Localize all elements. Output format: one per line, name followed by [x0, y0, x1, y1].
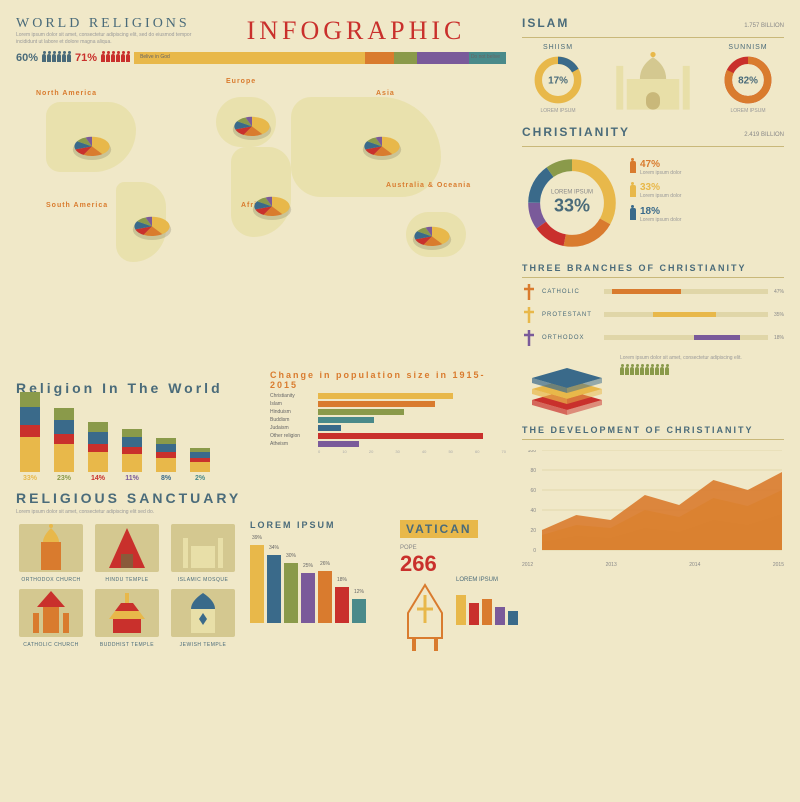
- riw-bar: 14%: [84, 422, 112, 482]
- subtitle: WORLD RELIGIONS: [16, 16, 196, 32]
- vatican-panel: VATICAN POPE 266 LOREM IPSUM: [400, 520, 520, 653]
- region-label: Australia & Oceania: [386, 182, 471, 189]
- riw-bar: 2%: [186, 448, 214, 482]
- sunnism-donut: 82%: [722, 54, 774, 106]
- world-map: North AmericaEuropeAsiaSouth AmericaAfri…: [16, 72, 506, 272]
- mosque-icon: [600, 44, 706, 114]
- hbar-row: Other religion: [270, 433, 506, 439]
- region-label: South America: [46, 202, 108, 209]
- region-label: Europe: [226, 78, 256, 85]
- belief-bar: 60% 71% Belive in God Do not belive: [16, 52, 506, 64]
- population-change-chart: Change in population size in 1915-2015 C…: [270, 370, 506, 454]
- branch-row: CATHOLIC 47%: [522, 283, 784, 301]
- belief-left-pct: 60%: [16, 52, 38, 64]
- svg-text:20: 20: [530, 528, 536, 534]
- christianity-donut: LOREM IPSUM 33%: [522, 153, 622, 253]
- svg-text:100: 100: [528, 450, 537, 454]
- hbar-row: Hinduism: [270, 409, 506, 415]
- branch-row: PROTESTANT 35%: [522, 306, 784, 324]
- temple: CATHOLIC CHURCH: [16, 589, 86, 648]
- 3d-stack: Lorem ipsum dolor sit amet, consectetur …: [522, 355, 784, 415]
- hbar-row: Atheism: [270, 441, 506, 447]
- riw-bar: 33%: [16, 392, 44, 482]
- shiism-donut: 17%: [532, 54, 584, 106]
- region-label: North America: [36, 90, 97, 97]
- temple: HINDU TEMPLE: [92, 524, 162, 583]
- hbar-row: Islam: [270, 401, 506, 407]
- christianity-panel: CHRISTIANITY 2.419 BILLION LOREM IPSUM 3…: [522, 125, 784, 253]
- header-lorem: Lorem ipsum dolor sit amet, consectetur …: [16, 32, 196, 45]
- three-branches: THREE BRANCHES OF CHRISTIANITY CATHOLIC …: [522, 263, 784, 347]
- temple: JEWISH TEMPLE: [168, 589, 238, 648]
- temple: ISLAMIC MOSQUE: [168, 524, 238, 583]
- area-chart: 0 20 40 60 80 100: [522, 450, 784, 560]
- riw-bar: 8%: [152, 438, 180, 482]
- temple: BUDDHIST TEMPLE: [92, 589, 162, 648]
- islam-panel: ISLAM 1.757 BILLION SHIISM 17% LOREM IPS…: [522, 16, 784, 115]
- pope-mitre-icon: [400, 583, 450, 653]
- pope-count: 266: [400, 551, 520, 577]
- hbar-row: Judaism: [270, 425, 506, 431]
- svg-text:60: 60: [530, 488, 536, 494]
- religion-in-world: Religion In The World 33%23%14%11%8%2%: [16, 380, 256, 482]
- sanctuary-bar-chart: LOREM IPSUM 39%34%30%25%26%18%12%: [250, 520, 390, 623]
- svg-text:17%: 17%: [548, 76, 568, 87]
- svg-text:82%: 82%: [738, 76, 758, 87]
- riw-bar: 11%: [118, 429, 146, 482]
- svg-text:0: 0: [533, 548, 536, 554]
- main-title: INFOGRAPHIC: [206, 16, 506, 46]
- hbar-row: Buddism: [270, 417, 506, 423]
- development-christianity: THE DEVELOPMENT OF CHRISTIANITY 02040608…: [522, 425, 784, 568]
- region-label: Asia: [376, 90, 395, 97]
- svg-text:80: 80: [530, 468, 536, 474]
- riw-bar: 23%: [50, 408, 78, 482]
- header: WORLD RELIGIONS Lorem ipsum dolor sit am…: [16, 16, 506, 46]
- hbar-row: Christianity: [270, 393, 506, 399]
- svg-text:40: 40: [530, 508, 536, 514]
- branch-row: ORTHODOX 18%: [522, 329, 784, 347]
- belief-right-pct: 71%: [75, 52, 97, 64]
- temple: ORTHODOX CHURCH: [16, 524, 86, 583]
